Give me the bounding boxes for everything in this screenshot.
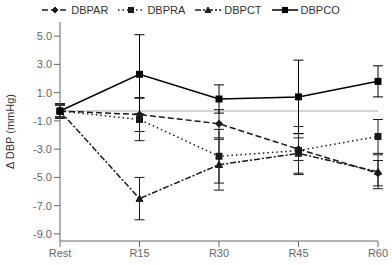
html-text:DBPCO: DBPCO [300, 4, 340, 16]
svg-text:1.0: 1.0 [37, 87, 52, 99]
svg-text:-3.0: -3.0 [33, 143, 52, 155]
svg-text:-7.0: -7.0 [33, 200, 52, 212]
svg-text:R15: R15 [129, 247, 149, 259]
html-text:DBPRA: DBPRA [147, 4, 186, 16]
svg-text:R45: R45 [288, 247, 308, 259]
svg-text:Rest: Rest [49, 247, 72, 259]
svg-text:-9.0: -9.0 [33, 228, 52, 240]
svg-text:Δ DBP (mmHg): Δ DBP (mmHg) [8, 94, 16, 169]
html-text:DBPAR: DBPAR [71, 4, 109, 16]
svg-text:R30: R30 [209, 247, 229, 259]
svg-text:-5.0: -5.0 [33, 171, 52, 183]
html-text:DBPCT: DBPCT [224, 4, 262, 16]
svg-text:3.0: 3.0 [37, 58, 52, 70]
svg-text:5.0: 5.0 [37, 30, 52, 42]
svg-text:-1.0: -1.0 [33, 115, 52, 127]
svg-text:R60: R60 [368, 247, 384, 259]
